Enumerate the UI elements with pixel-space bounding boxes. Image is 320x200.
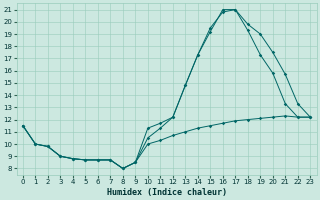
X-axis label: Humidex (Indice chaleur): Humidex (Indice chaleur) [107, 188, 227, 197]
